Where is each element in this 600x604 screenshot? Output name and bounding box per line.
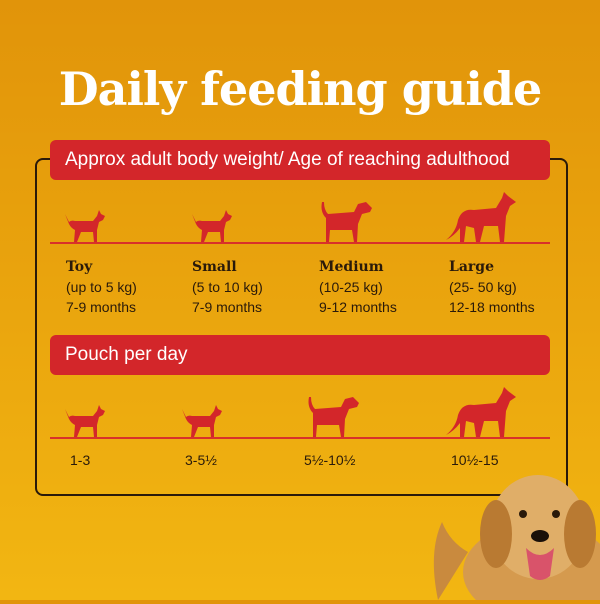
small-dog-icon <box>180 403 224 439</box>
small-dog-icon <box>190 208 234 244</box>
size-weight: (up to 5 kg) <box>66 279 137 295</box>
size-name: Large <box>449 259 494 275</box>
large-dog-icon <box>444 192 518 244</box>
size-medium: Medium (10-25 kg) 9-12 months <box>319 257 397 317</box>
toy-dog-icon <box>63 403 107 439</box>
size-name: Medium <box>319 259 384 275</box>
size-weight: (10-25 kg) <box>319 279 383 295</box>
medium-dog-icon <box>318 200 374 244</box>
pouch-toy: 1-3 <box>70 452 91 468</box>
medium-dog-icon <box>305 395 361 439</box>
pouch-large: 10½-15 <box>451 452 499 468</box>
divider-line <box>50 437 550 439</box>
toy-dog-icon <box>63 208 107 244</box>
size-age: 7-9 months <box>66 299 137 315</box>
size-toy: Toy (up to 5 kg) 7-9 months <box>66 257 137 317</box>
size-name: Toy <box>66 259 93 275</box>
divider-line <box>50 242 550 244</box>
size-weight: (5 to 10 kg) <box>192 279 263 295</box>
size-weight: (25- 50 kg) <box>449 279 517 295</box>
large-dog-icon <box>444 387 518 439</box>
size-age: 12-18 months <box>449 299 535 315</box>
page-title: Daily feeding guide <box>58 62 543 116</box>
weight-age-banner: Approx adult body weight/ Age of reachin… <box>50 140 550 180</box>
size-large: Large (25- 50 kg) 12-18 months <box>449 257 535 317</box>
golden-retriever-photo <box>428 472 600 604</box>
size-small: Small (5 to 10 kg) 7-9 months <box>192 257 263 317</box>
pouch-banner: Pouch per day <box>50 335 550 375</box>
size-name: Small <box>192 259 237 275</box>
pouch-small: 3-5½ <box>185 452 217 468</box>
size-age: 9-12 months <box>319 299 397 315</box>
size-age: 7-9 months <box>192 299 263 315</box>
pouch-medium: 5½-10½ <box>304 452 356 468</box>
